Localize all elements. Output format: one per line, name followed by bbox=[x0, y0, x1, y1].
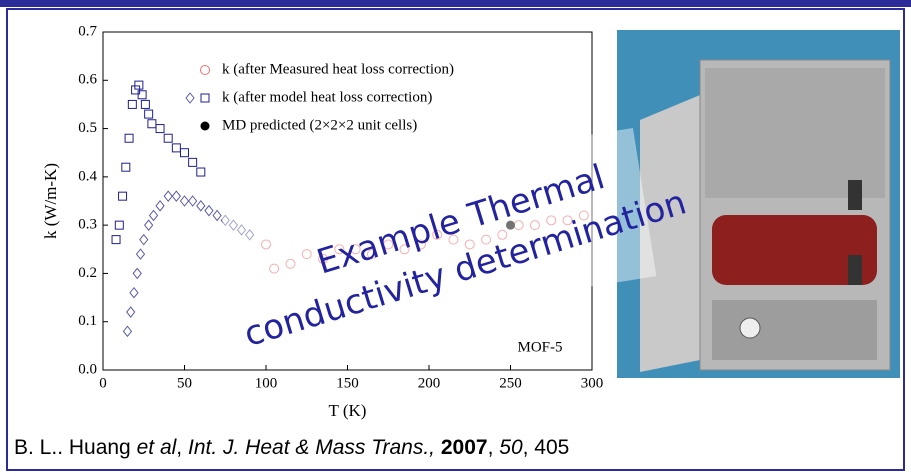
citation: B. L.. Huang et al, Int. J. Heat & Mass … bbox=[14, 436, 569, 460]
marker bbox=[148, 120, 156, 128]
marker bbox=[136, 249, 144, 259]
legend-label: MD predicted (2×2×2 unit cells) bbox=[222, 117, 417, 133]
marker bbox=[122, 163, 130, 171]
y-tick-label: 0.6 bbox=[78, 72, 97, 88]
y-tick-label: 0.3 bbox=[78, 217, 97, 233]
marker bbox=[128, 100, 136, 108]
marker bbox=[189, 196, 197, 206]
marker bbox=[213, 210, 221, 220]
marker bbox=[145, 110, 153, 118]
top-bar bbox=[0, 0, 911, 7]
x-tick-label: 100 bbox=[255, 375, 278, 391]
x-tick-label: 250 bbox=[499, 375, 522, 391]
marker bbox=[156, 125, 164, 133]
citation-punct: , bbox=[488, 436, 494, 459]
x-tick-label: 50 bbox=[177, 375, 192, 391]
marker bbox=[156, 201, 164, 211]
y-tick-label: 0.5 bbox=[78, 120, 97, 136]
marker bbox=[119, 192, 127, 200]
marker bbox=[197, 168, 205, 176]
citation-punct: , bbox=[176, 436, 182, 459]
x-axis-label: T (K) bbox=[329, 401, 367, 420]
x-tick-label: 200 bbox=[418, 375, 441, 391]
marker bbox=[145, 220, 153, 230]
legend-marker bbox=[201, 122, 210, 131]
y-tick-label: 0.4 bbox=[78, 168, 97, 184]
marker bbox=[141, 100, 149, 108]
legend-marker bbox=[201, 94, 209, 102]
citation-journal: Int. J. Heat & Mass Trans., bbox=[188, 436, 435, 459]
marker bbox=[172, 191, 180, 201]
page: 0 50 100 150 200 250 300 0.0 0.1 0.2 0.3 0.4 0.5 0.6 0… bbox=[0, 0, 911, 476]
marker bbox=[123, 326, 131, 336]
marker bbox=[135, 81, 143, 89]
citation-volume: 50 bbox=[499, 436, 522, 459]
marker bbox=[112, 236, 120, 244]
marker bbox=[164, 191, 172, 201]
marker bbox=[197, 201, 205, 211]
legend-marker bbox=[201, 66, 210, 75]
x-tick-label: 150 bbox=[336, 375, 359, 391]
y-tick-label: 0.7 bbox=[78, 23, 97, 39]
marker bbox=[125, 134, 133, 142]
citation-etal: et al bbox=[137, 436, 177, 459]
marker bbox=[115, 221, 123, 229]
slide: 0 50 100 150 200 250 300 0.0 0.1 0.2 0.3 0.4 0.5 0.6 0… bbox=[0, 0, 911, 476]
marker bbox=[140, 235, 148, 245]
legend-marker bbox=[186, 93, 194, 103]
legend-label: k (after Measured heat loss correction) bbox=[222, 61, 454, 77]
citation-pages: , 405 bbox=[523, 436, 570, 459]
y-tick-label: 0.1 bbox=[78, 313, 97, 329]
marker bbox=[189, 158, 197, 166]
citation-authors: B. L.. Huang bbox=[14, 436, 131, 459]
marker bbox=[127, 307, 135, 317]
marker bbox=[164, 134, 172, 142]
legend-label: k (after model heat loss correction) bbox=[222, 89, 432, 105]
x-tick-label: 300 bbox=[581, 375, 604, 391]
y-tick-label: 0.0 bbox=[78, 361, 97, 377]
marker bbox=[205, 206, 213, 216]
y-axis-label: k (W/m-K) bbox=[41, 163, 60, 239]
annotation: MOF-5 bbox=[517, 339, 562, 355]
marker bbox=[181, 196, 189, 206]
citation-year: 2007 bbox=[441, 436, 488, 459]
y-tick-label: 0.2 bbox=[78, 265, 97, 281]
marker bbox=[181, 149, 189, 157]
marker bbox=[172, 144, 180, 152]
marker bbox=[130, 288, 138, 298]
marker bbox=[150, 210, 158, 220]
marker bbox=[133, 268, 141, 278]
x-tick-label: 0 bbox=[99, 375, 107, 391]
